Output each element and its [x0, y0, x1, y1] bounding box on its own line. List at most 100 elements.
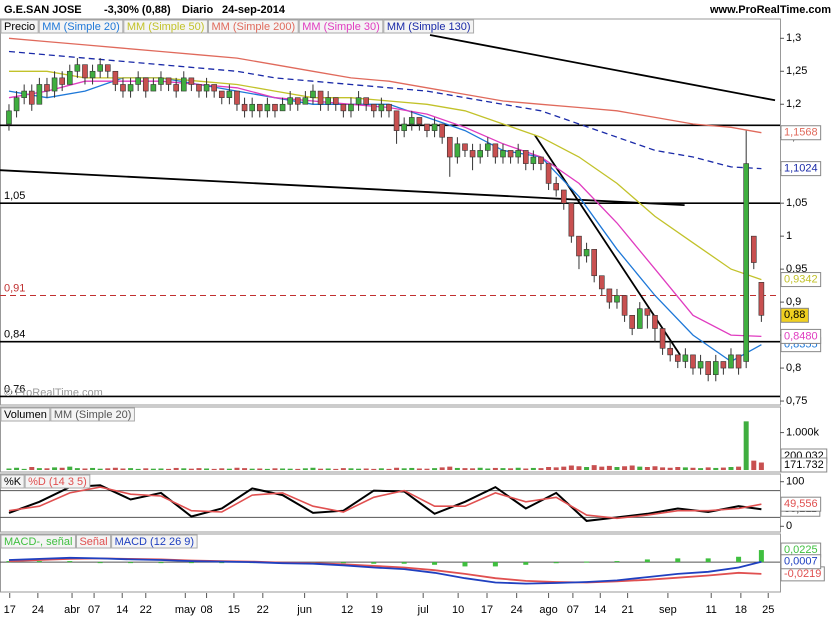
x-tick-label: 18	[735, 604, 747, 616]
volume-bar	[409, 467, 415, 470]
y-tick-label: 1,25	[786, 65, 807, 77]
volume-bar	[743, 421, 749, 470]
candle-body	[576, 235, 582, 257]
volume-bar	[606, 465, 612, 470]
candle-body	[568, 202, 575, 237]
volume-bar	[287, 468, 293, 470]
volume-bar	[751, 460, 757, 470]
candle-body	[241, 103, 248, 112]
candle-body	[621, 295, 628, 316]
volume-bar	[204, 468, 210, 470]
candle-body	[606, 288, 613, 303]
candle-body	[720, 361, 727, 369]
legend-label: MM (Simple 50)	[127, 21, 205, 33]
candle-body	[431, 123, 438, 131]
volume-bar	[515, 467, 521, 470]
candle-body	[484, 143, 491, 151]
candle-body	[340, 103, 347, 112]
volume-bar	[82, 468, 88, 470]
volume-bar	[59, 467, 65, 470]
volume-bar	[272, 468, 278, 470]
x-tick-label: 24	[511, 604, 523, 616]
volume-bar	[52, 467, 58, 470]
candle-body	[97, 64, 103, 72]
volume-bar	[546, 467, 552, 470]
candle-body	[591, 249, 597, 277]
value-box-label: 0,9342	[784, 273, 818, 285]
x-tick-label: 12	[341, 604, 353, 616]
indicator-line	[8, 484, 762, 522]
y-tick-label: 1	[786, 230, 792, 242]
value-box-label: 49,556	[784, 498, 818, 510]
watermark: © ProRealTime.com	[4, 387, 103, 399]
stock-name: G.E.SAN JOSE	[4, 4, 82, 16]
panel-frame	[0, 18, 781, 406]
candle-body	[36, 84, 43, 105]
trend-line	[429, 34, 776, 102]
volume-bar	[310, 467, 316, 470]
volume-bar	[530, 467, 536, 470]
volume-bar	[340, 468, 346, 470]
volume-bar	[264, 468, 270, 470]
volume-bar	[637, 466, 643, 470]
candle-body	[287, 97, 293, 105]
candle-body	[272, 103, 278, 112]
histogram-bar	[36, 561, 42, 563]
volume-bar	[416, 468, 422, 470]
candle-body	[477, 150, 483, 158]
panel-frame	[0, 406, 781, 473]
stock-period: Diario	[182, 4, 213, 16]
histogram-bar	[705, 558, 711, 563]
histogram-bar	[553, 562, 559, 564]
candle-body	[386, 103, 392, 112]
volume-bar	[401, 468, 407, 470]
candle-body	[310, 90, 316, 98]
candle-body	[424, 123, 430, 131]
moving-average	[8, 37, 762, 134]
volume-bar	[682, 467, 688, 470]
candle-body	[446, 136, 453, 158]
candle-body	[21, 90, 27, 98]
volume-bar	[371, 468, 377, 470]
candle-body	[325, 97, 331, 105]
candle-body	[583, 249, 590, 257]
histogram-bar	[158, 562, 164, 564]
legend-label: MM (Simple 20)	[54, 409, 132, 421]
candle-body	[462, 143, 468, 151]
x-tick-label: 22	[140, 604, 152, 616]
volume-bar	[576, 466, 582, 470]
indicator-line	[8, 486, 762, 520]
candle-body	[674, 354, 681, 362]
volume-bar	[508, 468, 514, 470]
volume-bar	[135, 468, 141, 470]
candle-body	[728, 354, 734, 369]
volume-bar	[325, 468, 331, 470]
candle-body	[211, 84, 217, 92]
legend-item	[298, 19, 384, 34]
candle-body	[522, 150, 529, 164]
candle-body	[530, 156, 537, 164]
candle-body	[515, 150, 521, 158]
x-tick-label: 17	[481, 604, 493, 616]
volume-bar	[477, 467, 483, 470]
legend-item	[38, 19, 124, 34]
candle-body	[614, 295, 620, 303]
legend-item	[0, 407, 51, 422]
value-box-label: 0,0007	[784, 556, 818, 568]
candle-body	[507, 150, 514, 158]
volume-bar	[447, 466, 453, 470]
value-box	[780, 457, 828, 473]
candle-body	[256, 103, 263, 112]
moving-average	[8, 50, 762, 170]
candle-body	[165, 77, 172, 85]
y-tick-label: 0,75	[786, 395, 807, 407]
legend-label: MM (Simple 130)	[387, 21, 471, 33]
volume-bar	[424, 468, 430, 470]
x-tick-label: jul	[417, 604, 429, 616]
histogram-bar	[758, 550, 764, 563]
volume-bar	[758, 462, 764, 470]
volume-bar	[660, 467, 666, 470]
y-tick-label: 0,8	[786, 362, 801, 374]
histogram-bar	[584, 561, 590, 563]
